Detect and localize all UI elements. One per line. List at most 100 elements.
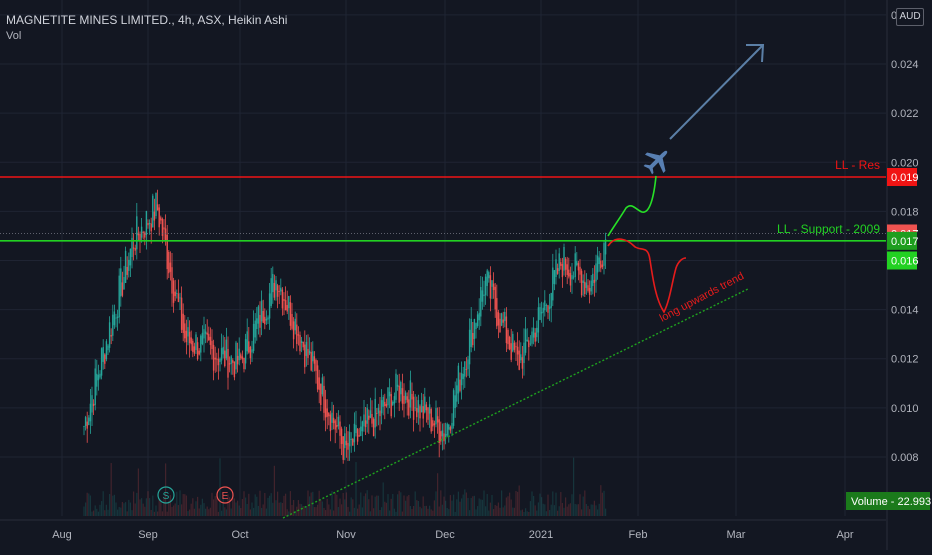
- candle-body[interactable]: [544, 300, 546, 311]
- candle-body[interactable]: [555, 259, 557, 278]
- up-arrow-line[interactable]: [669, 45, 763, 140]
- candle-body[interactable]: [288, 296, 290, 309]
- candle-body[interactable]: [176, 293, 178, 294]
- candle-body[interactable]: [195, 334, 197, 350]
- candle-body[interactable]: [548, 306, 551, 310]
- candle-body[interactable]: [217, 358, 220, 366]
- candle-body[interactable]: [577, 263, 580, 271]
- candle-body[interactable]: [598, 257, 600, 265]
- candle-body[interactable]: [310, 352, 312, 371]
- candle-body[interactable]: [318, 377, 320, 390]
- candle-body[interactable]: [179, 297, 181, 299]
- candle-body[interactable]: [256, 318, 258, 329]
- candle-body[interactable]: [340, 428, 343, 445]
- candle-body[interactable]: [273, 283, 276, 298]
- candle-body[interactable]: [145, 210, 148, 236]
- candle-body[interactable]: [222, 346, 224, 355]
- projection-red-path[interactable]: [607, 238, 687, 314]
- candle-body[interactable]: [88, 417, 90, 426]
- candle-body[interactable]: [398, 385, 400, 403]
- candle-body[interactable]: [160, 217, 162, 221]
- session-marker-circle[interactable]: [216, 486, 234, 504]
- candle-body[interactable]: [486, 270, 488, 286]
- candle-body[interactable]: [545, 305, 548, 306]
- candle-body[interactable]: [270, 278, 272, 306]
- candle-body[interactable]: [137, 232, 140, 236]
- candle-body[interactable]: [388, 391, 391, 397]
- candle-body[interactable]: [446, 423, 448, 436]
- candle-body[interactable]: [425, 404, 428, 411]
- candle-body[interactable]: [596, 255, 599, 273]
- candle-body[interactable]: [556, 268, 559, 274]
- candle-body[interactable]: [100, 348, 103, 376]
- candle-body[interactable]: [313, 356, 316, 364]
- candle-body[interactable]: [523, 342, 525, 363]
- candle-body[interactable]: [520, 354, 522, 361]
- candle-body[interactable]: [369, 410, 372, 418]
- candle-body[interactable]: [547, 305, 549, 313]
- candle-body[interactable]: [475, 323, 477, 330]
- candle-body[interactable]: [139, 234, 141, 242]
- candle-body[interactable]: [515, 346, 517, 348]
- candle-body[interactable]: [502, 319, 504, 323]
- candle-body[interactable]: [236, 355, 239, 365]
- candle-body[interactable]: [238, 348, 240, 361]
- candle-body[interactable]: [131, 237, 133, 258]
- candle-body[interactable]: [232, 360, 234, 363]
- candle-body[interactable]: [328, 412, 330, 417]
- candle-body[interactable]: [286, 305, 288, 312]
- candle-body[interactable]: [140, 226, 143, 238]
- candle-body[interactable]: [171, 267, 173, 294]
- candle-body[interactable]: [532, 327, 535, 338]
- candle-body[interactable]: [268, 293, 271, 319]
- candle-body[interactable]: [537, 307, 540, 333]
- candle-body[interactable]: [467, 359, 469, 370]
- candle-body[interactable]: [190, 337, 192, 345]
- candle-body[interactable]: [353, 423, 356, 443]
- candle-body[interactable]: [414, 407, 416, 409]
- candle-body[interactable]: [492, 283, 495, 291]
- projection-green-path[interactable]: [607, 175, 657, 237]
- candle-body[interactable]: [409, 380, 412, 408]
- candle-body[interactable]: [579, 266, 581, 275]
- candle-body[interactable]: [561, 264, 564, 278]
- candle-body[interactable]: [472, 332, 474, 346]
- candle-body[interactable]: [227, 348, 229, 378]
- candle-body[interactable]: [225, 339, 228, 359]
- candle-body[interactable]: [108, 322, 111, 348]
- candle-body[interactable]: [312, 351, 314, 362]
- candle-body[interactable]: [201, 332, 204, 345]
- candle-body[interactable]: [584, 281, 586, 294]
- candle-body[interactable]: [448, 424, 450, 430]
- candle-body[interactable]: [158, 207, 160, 228]
- candle-body[interactable]: [576, 261, 578, 266]
- candle-body[interactable]: [473, 319, 476, 340]
- candle-body[interactable]: [334, 420, 336, 430]
- volume-indicator-label[interactable]: Vol: [6, 30, 22, 42]
- candle-body[interactable]: [230, 356, 232, 364]
- candle-body[interactable]: [433, 423, 436, 426]
- candle-body[interactable]: [155, 192, 157, 217]
- candle-body[interactable]: [592, 273, 594, 286]
- candle-body[interactable]: [342, 436, 344, 460]
- candle-body[interactable]: [550, 293, 552, 308]
- candle-body[interactable]: [251, 349, 253, 353]
- candle-body[interactable]: [84, 417, 87, 426]
- candle-body[interactable]: [344, 433, 346, 449]
- candle-body[interactable]: [604, 239, 607, 255]
- candle-body[interactable]: [534, 332, 536, 342]
- candle-body[interactable]: [424, 396, 426, 413]
- candle-body[interactable]: [529, 343, 532, 345]
- candle-body[interactable]: [560, 262, 562, 266]
- candle-body[interactable]: [308, 350, 311, 354]
- candle-body[interactable]: [198, 350, 200, 355]
- candle-body[interactable]: [276, 285, 279, 297]
- candle-body[interactable]: [345, 440, 348, 446]
- candle-body[interactable]: [220, 348, 223, 361]
- candle-body[interactable]: [382, 396, 384, 407]
- candle-body[interactable]: [497, 312, 500, 326]
- candle-body[interactable]: [161, 218, 164, 236]
- candle-body[interactable]: [97, 374, 100, 381]
- candle-body[interactable]: [451, 423, 453, 429]
- candle-body[interactable]: [259, 315, 261, 328]
